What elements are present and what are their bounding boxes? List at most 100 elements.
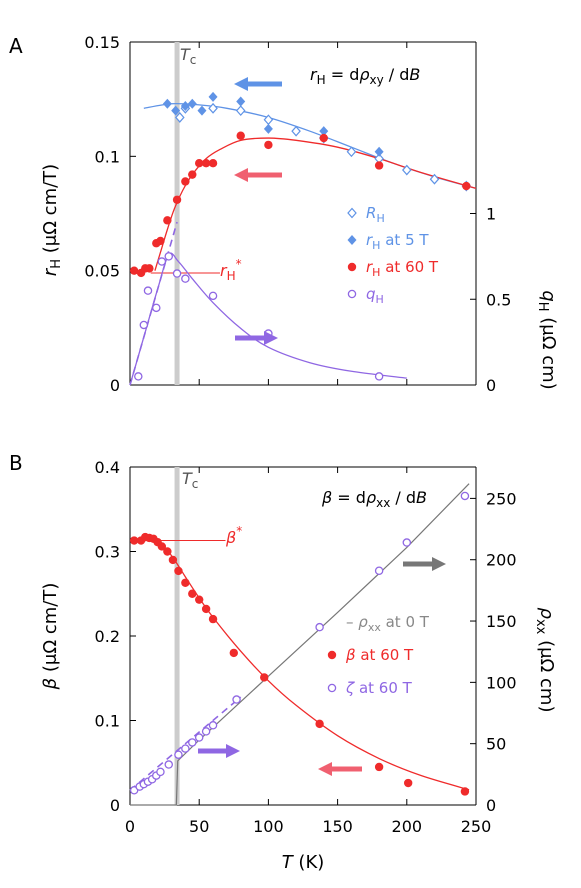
data-point <box>208 721 218 730</box>
data-point <box>181 177 190 186</box>
data-point <box>143 286 153 295</box>
panel-a-equation: rH = dρxy / dB <box>310 65 420 87</box>
data-point <box>175 112 185 123</box>
data-point <box>188 589 197 598</box>
data-point <box>181 274 190 283</box>
data-point <box>187 98 197 109</box>
data-point <box>374 566 384 576</box>
data-point <box>180 101 190 112</box>
panel-a-y-axis-label: rH (μΩ cm/T) <box>40 164 64 276</box>
legend-marker <box>347 207 357 219</box>
data-point <box>232 695 241 704</box>
y-tick-label: 0.05 <box>84 262 120 281</box>
x-tick-label: 200 <box>392 817 423 836</box>
data-point <box>208 291 218 301</box>
data-point <box>164 252 174 261</box>
data-point <box>374 161 384 170</box>
data-point <box>263 123 273 134</box>
fit-curve <box>129 221 178 386</box>
data-point <box>188 738 197 747</box>
y-tick-label: 0.1 <box>95 712 120 731</box>
red-arrow-left-head <box>234 168 248 182</box>
panel-a-rh-star-label: rH* <box>220 257 242 283</box>
fit-curve <box>154 137 477 271</box>
data-point <box>162 98 172 109</box>
data-point <box>264 140 273 150</box>
y-tick-label: 0.4 <box>95 458 120 477</box>
data-point <box>156 767 165 777</box>
data-point <box>402 538 412 547</box>
data-point <box>236 96 246 107</box>
data-point <box>201 727 211 736</box>
data-point <box>181 744 190 753</box>
data-point <box>163 547 172 556</box>
data-point <box>260 673 269 682</box>
x-tick-label: 250 <box>461 817 492 836</box>
data-point <box>172 195 182 204</box>
y-tick-label: 0.15 <box>84 33 120 52</box>
y-tick-label: 0 <box>110 796 120 815</box>
data-point <box>129 266 139 275</box>
panel-a-tc-label: Tc <box>180 45 196 67</box>
panel-a-y-ticks: 0 0.05 0.1 0.15 <box>84 33 136 395</box>
panel-b-label: B <box>9 451 23 475</box>
y2-tick-label: 200 <box>486 551 517 570</box>
data-point <box>208 102 218 114</box>
panel-b-y2-axis-label: ρxx (μΩ cm) <box>533 608 557 713</box>
data-point <box>145 264 154 273</box>
y-tick-label: 0.2 <box>95 627 120 646</box>
panel-a-legend: RH rH at 5 T rH at 60 T qH <box>347 204 439 306</box>
legend-label: RH <box>366 204 385 225</box>
data-point <box>319 126 329 137</box>
data-point <box>168 555 178 565</box>
legend-label: rH at 60 T <box>366 258 439 279</box>
data-point <box>129 536 139 545</box>
panel-b-x-axis-label: T (K) <box>282 852 325 873</box>
y2-tick-label: 100 <box>486 673 517 692</box>
y2-tick-label: 1 <box>486 205 496 224</box>
panel-a-data-points <box>129 91 472 381</box>
panel-b-x-ticks: 0 50 100 150 200 250 <box>125 467 491 836</box>
data-point <box>403 778 413 788</box>
data-point <box>201 158 211 168</box>
x-tick-label: 100 <box>253 817 284 836</box>
legend-marker <box>347 235 357 245</box>
panel-b-arrows <box>198 557 446 776</box>
fit-curve <box>129 696 242 791</box>
panel-b-legend: – ρxx at 0 T β at 60 T ζ at 60 T <box>327 613 430 697</box>
x-tick-label: 50 <box>189 817 209 836</box>
data-point <box>229 648 238 658</box>
data-point <box>319 133 328 143</box>
data-point <box>174 566 183 576</box>
data-point <box>236 131 245 140</box>
data-point <box>195 158 204 168</box>
y2-tick-label: 0.5 <box>486 290 511 309</box>
data-point <box>460 491 470 501</box>
purple-arrow-right-head <box>264 331 278 345</box>
y-tick-label: 0 <box>110 376 120 395</box>
panel-a-x-ticks <box>129 42 477 385</box>
y-tick-label: 0.3 <box>95 543 120 562</box>
y2-tick-label: 0 <box>486 796 496 815</box>
data-point <box>172 269 182 278</box>
panel-b-tc-label: Tc <box>182 469 198 491</box>
data-point <box>315 719 324 729</box>
legend-label: ζ at 60 T <box>345 679 413 697</box>
data-point <box>201 604 211 614</box>
legend-label: – ρxx at 0 T <box>346 613 430 634</box>
data-point <box>374 762 384 772</box>
data-point <box>195 595 204 604</box>
y2-tick-label: 50 <box>486 735 506 754</box>
x-tick-label: 150 <box>322 817 353 836</box>
data-point <box>462 181 471 191</box>
panel-a-y2-ticks: 00.51 <box>470 205 511 395</box>
data-point <box>134 372 143 381</box>
y2-tick-label: 250 <box>486 489 517 508</box>
data-point <box>291 125 301 137</box>
gray-arrow-right-head <box>432 557 446 571</box>
data-point <box>152 303 161 313</box>
data-point <box>174 750 183 759</box>
blue-arrow-left-head <box>234 77 248 91</box>
x-tick-label: 0 <box>125 817 135 836</box>
